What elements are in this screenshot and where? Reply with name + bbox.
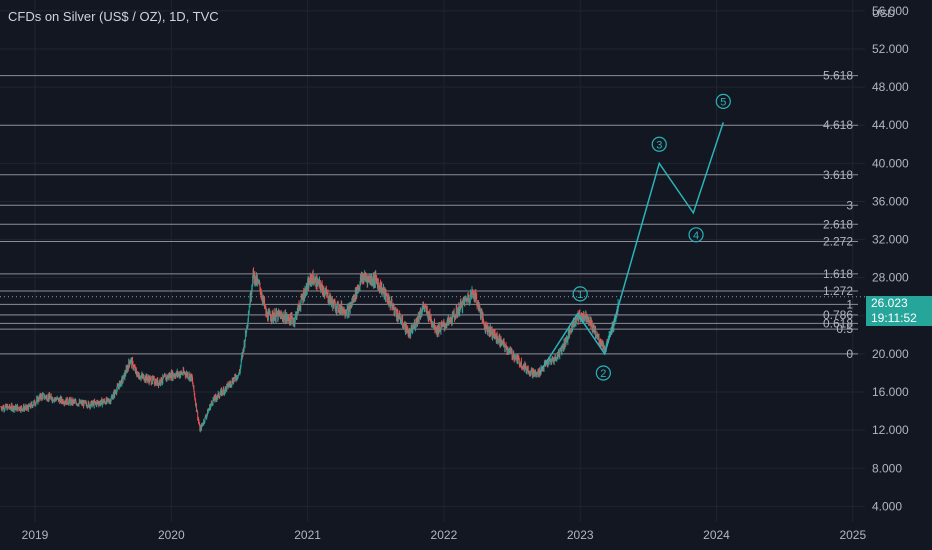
last-price-tag: 26.023 bbox=[866, 296, 932, 310]
y-tick-label: 36.000 bbox=[872, 194, 909, 208]
wave-label-circle bbox=[651, 136, 667, 152]
wave-label-circle bbox=[688, 227, 704, 243]
fib-level-label: 1 bbox=[846, 297, 853, 311]
x-tick-label: 2021 bbox=[294, 528, 321, 542]
y-tick-label: 56.000 bbox=[872, 4, 909, 18]
y-tick-label: 44.000 bbox=[872, 118, 909, 132]
x-tick-label: 2020 bbox=[158, 528, 185, 542]
wave-label-circle bbox=[595, 365, 611, 381]
chart-title: CFDs on Silver (US$ / OZ), 1D, TVC bbox=[8, 9, 219, 24]
fib-level-label: 2.618 bbox=[823, 217, 853, 231]
y-tick-label: 12.000 bbox=[872, 423, 909, 437]
wave-label-3: 3 bbox=[656, 139, 662, 151]
fib-level-label: 3.618 bbox=[823, 168, 853, 182]
fib-level-label: 1.272 bbox=[823, 284, 853, 298]
wave-label-circle bbox=[572, 286, 588, 302]
x-tick-label: 2024 bbox=[703, 528, 730, 542]
x-tick-label: 2022 bbox=[431, 528, 458, 542]
x-tick-label: 2019 bbox=[22, 528, 49, 542]
fib-level-label: 3 bbox=[846, 198, 853, 212]
wave-label-1: 1 bbox=[577, 289, 583, 301]
currency-label: USD bbox=[872, 8, 896, 20]
y-tick-label: 32.000 bbox=[872, 233, 909, 247]
fib-level-label: 1.618 bbox=[823, 267, 853, 281]
y-tick-label: 40.000 bbox=[872, 156, 909, 170]
y-tick-label: 28.000 bbox=[872, 271, 909, 285]
wave-label-4: 4 bbox=[693, 230, 699, 242]
fib-level-label: 2.272 bbox=[823, 234, 853, 248]
y-tick-label: 16.000 bbox=[872, 385, 909, 399]
wave-label-5: 5 bbox=[720, 96, 726, 108]
fib-level-label: 5.618 bbox=[823, 69, 853, 83]
wave-label-circle bbox=[715, 93, 731, 109]
y-tick-label: 8.000 bbox=[872, 461, 902, 475]
fib-level-label: 4.618 bbox=[823, 118, 853, 132]
y-tick-label: 52.000 bbox=[872, 42, 909, 56]
wave-projection-line bbox=[538, 122, 725, 374]
fib-level-label: 0.5 bbox=[836, 322, 853, 336]
x-tick-label: 2025 bbox=[839, 528, 866, 542]
fib-level-label: 0.618 bbox=[823, 316, 853, 330]
fib-level-label: 0.786 bbox=[823, 308, 853, 322]
bar-countdown-tag: 19:11:52 bbox=[866, 310, 932, 326]
y-tick-label: 4.000 bbox=[872, 499, 902, 513]
x-tick-label: 2023 bbox=[567, 528, 594, 542]
y-tick-label: 20.000 bbox=[872, 347, 909, 361]
wave-label-2: 2 bbox=[600, 368, 606, 380]
fib-level-label: 0 bbox=[846, 347, 853, 361]
y-tick-label: 48.000 bbox=[872, 80, 909, 94]
